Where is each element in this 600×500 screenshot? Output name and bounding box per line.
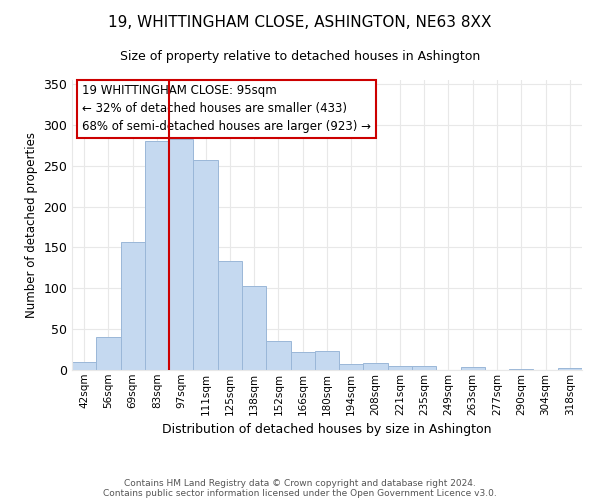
Text: 19 WHITTINGHAM CLOSE: 95sqm
← 32% of detached houses are smaller (433)
68% of se: 19 WHITTINGHAM CLOSE: 95sqm ← 32% of det…: [82, 84, 371, 134]
Bar: [461, 366, 485, 370]
Bar: [96, 336, 121, 370]
Bar: [290, 352, 315, 370]
Text: Contains HM Land Registry data © Crown copyright and database right 2024.: Contains HM Land Registry data © Crown c…: [124, 478, 476, 488]
Text: Contains public sector information licensed under the Open Government Licence v3: Contains public sector information licen…: [103, 488, 497, 498]
Bar: [315, 351, 339, 370]
Bar: [169, 139, 193, 370]
Bar: [266, 342, 290, 370]
Bar: [242, 286, 266, 370]
Text: 19, WHITTINGHAM CLOSE, ASHINGTON, NE63 8XX: 19, WHITTINGHAM CLOSE, ASHINGTON, NE63 8…: [108, 15, 492, 30]
Bar: [193, 160, 218, 370]
Text: Size of property relative to detached houses in Ashington: Size of property relative to detached ho…: [120, 50, 480, 63]
Bar: [412, 366, 436, 370]
Bar: [509, 369, 533, 370]
Bar: [339, 364, 364, 370]
Bar: [558, 368, 582, 370]
Bar: [121, 242, 145, 370]
Bar: [388, 366, 412, 370]
Bar: [145, 142, 169, 370]
X-axis label: Distribution of detached houses by size in Ashington: Distribution of detached houses by size …: [162, 423, 492, 436]
Y-axis label: Number of detached properties: Number of detached properties: [25, 132, 38, 318]
Bar: [218, 260, 242, 370]
Bar: [72, 362, 96, 370]
Bar: [364, 364, 388, 370]
